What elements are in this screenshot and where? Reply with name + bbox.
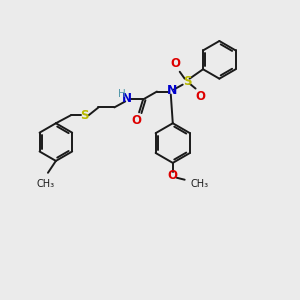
Text: S: S <box>80 109 89 122</box>
Text: CH₃: CH₃ <box>190 179 209 189</box>
Text: N: N <box>122 92 132 105</box>
Text: N: N <box>167 84 177 97</box>
Text: O: O <box>131 114 141 127</box>
Text: S: S <box>183 75 192 88</box>
Text: O: O <box>196 90 206 103</box>
Text: H: H <box>118 88 126 98</box>
Text: CH₃: CH₃ <box>37 179 55 189</box>
Text: O: O <box>171 57 181 70</box>
Text: O: O <box>168 169 178 182</box>
